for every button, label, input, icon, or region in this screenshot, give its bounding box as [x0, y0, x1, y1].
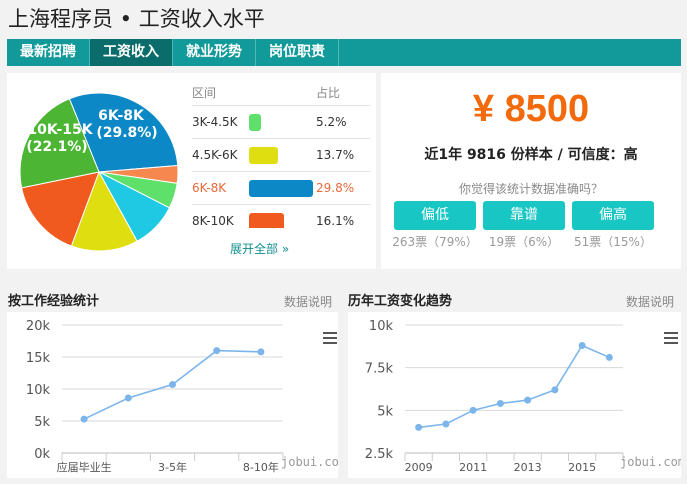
pie-label: 6K-8K: [98, 108, 145, 124]
pie-slice[interactable]: [21, 171, 100, 247]
data-point[interactable]: [551, 386, 559, 394]
range-label: 4.5K-6K: [192, 148, 238, 162]
chart-credit: jobui.com: [620, 455, 681, 469]
salary-pie-chart: 6K-8K(29.8%)10K-15K(22.1%): [19, 92, 179, 252]
ratio-bar: [249, 213, 284, 228]
y-tick-label: 5k: [34, 415, 50, 430]
vote-high-count: 51票（15%）: [574, 235, 652, 249]
data-point[interactable]: [524, 396, 532, 404]
x-tick-label: 2013: [514, 461, 542, 474]
ratio-label: 13.7%: [316, 148, 355, 162]
pie-slice[interactable]: [68, 92, 179, 173]
data-point[interactable]: [469, 406, 477, 414]
range-label: 3K-4.5K: [192, 115, 238, 129]
vote-accurate-count: 19票（6%）: [488, 235, 560, 249]
ratio-bar: [249, 114, 261, 131]
trend-data-note-link[interactable]: 数据说明: [626, 295, 675, 309]
tab-latest-jobs[interactable]: 最新招聘: [7, 39, 90, 66]
distribution-row: 8K-10K 16.1%: [192, 204, 370, 228]
tab-employment[interactable]: 就业形势: [173, 39, 256, 66]
data-point[interactable]: [80, 415, 88, 423]
expand-all-link[interactable]: 展开全部 »: [230, 242, 290, 256]
range-label: 8K-10K: [192, 214, 234, 228]
data-point[interactable]: [442, 420, 450, 428]
y-tick-label: 2.5k: [365, 447, 394, 462]
tab-duties[interactable]: 岗位职责: [256, 39, 339, 66]
x-tick-label: 应届毕业生: [57, 460, 112, 474]
y-tick-label: 15k: [26, 351, 51, 366]
series-line: [418, 344, 610, 429]
ratio-bar: [249, 180, 313, 197]
pie-label: 10K-15K: [27, 122, 93, 138]
tab-bar: 最新招聘 工资收入 就业形势 岗位职责: [7, 39, 681, 66]
data-point[interactable]: [124, 394, 132, 402]
distribution-row: 3K-4.5K 5.2%: [192, 105, 370, 138]
sample-info: 近1年 9816 份样本 / 可信度：高: [424, 147, 638, 163]
x-tick-label: 2009: [405, 461, 433, 474]
data-point[interactable]: [169, 381, 176, 389]
trend-chart: 2.5k 5k 7.5k 10k 2009 2011 2013 2015 jobui.com: [348, 312, 681, 478]
y-tick-label: 7.5k: [365, 362, 394, 377]
chart-menu-icon[interactable]: [664, 332, 678, 344]
vote-low-button[interactable]: 偏低: [394, 201, 476, 230]
tab-salary[interactable]: 工资收入: [90, 39, 173, 66]
col-range-header: 区间: [192, 86, 217, 100]
x-tick-label: 2011: [459, 461, 487, 474]
y-tick-label: 10k: [369, 319, 394, 334]
page-title: 上海程序员 • 工资收入水平: [8, 7, 265, 31]
accuracy-question: 你觉得该统计数据准确吗？: [458, 182, 603, 196]
pie-label: (29.8%): [96, 125, 157, 141]
stats-panel: [381, 73, 681, 269]
x-tick-label: 2015: [568, 461, 596, 474]
pie-slice[interactable]: [19, 98, 100, 189]
experience-chart: 0k 5k 10k 15k 20k 应届毕业生 3-5年 8-10年 jobui.com: [7, 312, 338, 478]
experience-chart-title: 按工作经验统计: [8, 294, 100, 309]
chart-credit: jobui.com: [281, 455, 338, 469]
ratio-label: 16.1%: [316, 214, 355, 228]
distribution-table: 区间 占比 3K-4.5K 5.2% 4.5K-6K 13.7% 6K-8K 29.…: [0, 0, 376, 228]
data-point[interactable]: [213, 347, 221, 355]
experience-data-note-link[interactable]: 数据说明: [284, 295, 333, 309]
pie-slice[interactable]: [70, 170, 138, 252]
range-label: 6K-8K: [192, 181, 227, 195]
data-point[interactable]: [578, 341, 586, 349]
col-ratio-header: 占比: [316, 86, 341, 100]
ratio-label: 29.8%: [316, 181, 355, 195]
x-tick-label: 8-10年: [243, 460, 279, 474]
pie-label: (22.1%): [26, 139, 87, 155]
chart-menu-icon[interactable]: [323, 332, 337, 344]
data-point[interactable]: [257, 348, 265, 356]
x-tick-label: 3-5年: [158, 460, 187, 474]
trend-chart-title: 历年工资变化趋势: [348, 294, 453, 309]
data-point[interactable]: [496, 400, 504, 408]
average-salary: ¥ 8500: [472, 88, 590, 130]
distribution-row: 6K-8K 29.8%: [192, 171, 370, 204]
y-tick-label: 10k: [26, 383, 51, 398]
y-tick-label: 20k: [26, 319, 51, 334]
ratio-bar: [249, 147, 279, 164]
vote-low-count: 263票（79%）: [392, 235, 478, 249]
y-tick-label: 5k: [377, 404, 393, 419]
data-point[interactable]: [415, 423, 423, 431]
vote-high-button[interactable]: 偏高: [572, 201, 654, 230]
data-point[interactable]: [605, 353, 613, 361]
distribution-row: 4.5K-6K 13.7%: [192, 138, 370, 171]
y-tick-label: 0k: [34, 447, 50, 462]
ratio-label: 5.2%: [316, 115, 347, 129]
vote-accurate-button[interactable]: 靠谱: [483, 201, 565, 230]
